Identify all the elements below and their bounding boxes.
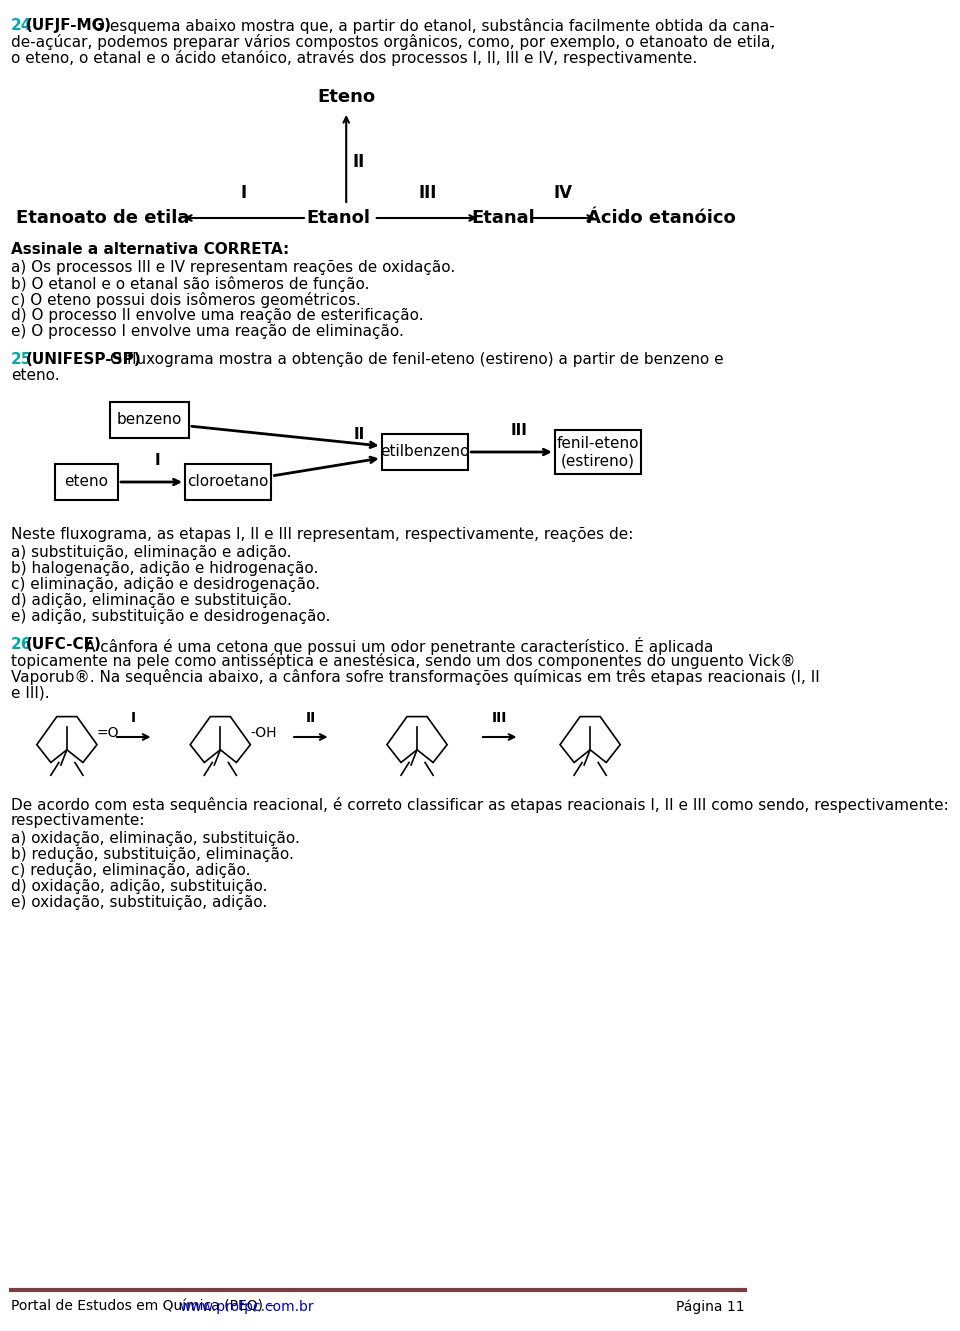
Text: III: III: [419, 184, 437, 202]
Text: fenil-eteno
(estireno): fenil-eteno (estireno): [557, 435, 639, 469]
Text: Eteno: Eteno: [317, 88, 375, 106]
Text: (UNIFESP-SP): (UNIFESP-SP): [26, 351, 141, 367]
FancyBboxPatch shape: [185, 465, 272, 500]
Text: Ácido etanóico: Ácido etanóico: [587, 209, 735, 228]
Text: e III).: e III).: [11, 685, 50, 700]
FancyBboxPatch shape: [55, 465, 118, 500]
Text: I: I: [155, 453, 160, 469]
Text: respectivamente:: respectivamente:: [11, 813, 146, 828]
Text: I: I: [132, 711, 136, 725]
Text: a) substituição, eliminação e adição.: a) substituição, eliminação e adição.: [11, 544, 292, 560]
Text: De acordo com esta sequência reacional, é correto classificar as etapas reaciona: De acordo com esta sequência reacional, …: [11, 797, 948, 813]
Text: e) adição, substituição e desidrogenação.: e) adição, substituição e desidrogenação…: [11, 610, 330, 624]
Text: Página 11: Página 11: [676, 1300, 744, 1315]
Text: eteno.: eteno.: [11, 367, 60, 383]
Text: o eteno, o etanal e o ácido etanóico, através dos processos I, II, III e IV, res: o eteno, o etanal e o ácido etanóico, at…: [11, 51, 697, 67]
Text: -OH: -OH: [251, 725, 276, 740]
Text: eteno: eteno: [64, 474, 108, 490]
Text: topicamente na pele como antisséptica e anestésica, sendo um dos componentes do : topicamente na pele como antisséptica e …: [11, 654, 796, 669]
Text: I: I: [241, 184, 247, 202]
Text: II: II: [352, 153, 365, 170]
Text: =O: =O: [97, 725, 119, 740]
Text: c) eliminação, adição e desidrogenação.: c) eliminação, adição e desidrogenação.: [11, 578, 320, 592]
Text: e) O processo I envolve uma reação de eliminação.: e) O processo I envolve uma reação de el…: [11, 323, 404, 339]
Text: (UFJF-MG): (UFJF-MG): [26, 19, 112, 33]
Text: (UFC-CE): (UFC-CE): [26, 638, 102, 652]
Text: benzeno: benzeno: [117, 413, 182, 427]
Text: II: II: [354, 427, 365, 442]
Text: etilbenzeno: etilbenzeno: [380, 445, 469, 459]
Text: d) O processo II envolve uma reação de esterificação.: d) O processo II envolve uma reação de e…: [11, 307, 423, 323]
FancyBboxPatch shape: [110, 402, 189, 438]
Text: Neste fluxograma, as etapas I, II e III representam, respectivamente, reações de: Neste fluxograma, as etapas I, II e III …: [11, 527, 634, 542]
FancyBboxPatch shape: [555, 430, 641, 474]
Text: a) oxidação, eliminação, substituição.: a) oxidação, eliminação, substituição.: [11, 831, 300, 847]
Text: b) redução, substituição, eliminação.: b) redução, substituição, eliminação.: [11, 847, 294, 862]
Text: c) O eteno possui dois isômeros geométricos.: c) O eteno possui dois isômeros geométri…: [11, 291, 361, 307]
FancyBboxPatch shape: [382, 434, 468, 470]
Text: O esquema abaixo mostra que, a partir do etanol, substância facilmente obtida da: O esquema abaixo mostra que, a partir do…: [93, 19, 775, 35]
Text: IV: IV: [554, 184, 573, 202]
Text: c) redução, eliminação, adição.: c) redução, eliminação, adição.: [11, 862, 251, 878]
Text: d) adição, eliminação e substituição.: d) adição, eliminação e substituição.: [11, 594, 292, 608]
Text: a) Os processos III e IV representam reações de oxidação.: a) Os processos III e IV representam rea…: [11, 260, 455, 276]
Text: e) oxidação, substituição, adição.: e) oxidação, substituição, adição.: [11, 894, 267, 910]
Text: Portal de Estudos em Química (PEQ) –: Portal de Estudos em Química (PEQ) –: [11, 1300, 278, 1314]
Text: d) oxidação, adição, substituição.: d) oxidação, adição, substituição.: [11, 878, 268, 894]
Text: cloroetano: cloroetano: [187, 474, 269, 490]
Text: b) O etanol e o etanal são isômeros de função.: b) O etanol e o etanal são isômeros de f…: [11, 276, 370, 291]
Text: 25: 25: [11, 351, 33, 367]
Text: www.profpc.com.br: www.profpc.com.br: [180, 1300, 315, 1314]
Text: de-açúcar, podemos preparar vários compostos orgânicos, como, por exemplo, o eta: de-açúcar, podemos preparar vários compo…: [11, 35, 776, 51]
Text: Etanoato de etila: Etanoato de etila: [15, 209, 189, 228]
Text: 26: 26: [11, 638, 33, 652]
Text: Vaporub®. Na sequência abaixo, a cânfora sofre transformações químicas em três e: Vaporub®. Na sequência abaixo, a cânfora…: [11, 669, 820, 685]
Text: III: III: [511, 423, 528, 438]
Text: b) halogenação, adição e hidrogenação.: b) halogenação, adição e hidrogenação.: [11, 560, 319, 576]
Text: Assinale a alternativa CORRETA:: Assinale a alternativa CORRETA:: [11, 242, 289, 257]
Text: II: II: [305, 711, 316, 725]
Text: Etanol: Etanol: [306, 209, 371, 228]
Text: A cânfora é uma cetona que possui um odor penetrante característico. É aplicada: A cânfora é uma cetona que possui um odo…: [85, 638, 713, 655]
Text: Etanal: Etanal: [471, 209, 536, 228]
Text: O fluxograma mostra a obtenção de fenil-eteno (estireno) a partir de benzeno e: O fluxograma mostra a obtenção de fenil-…: [110, 351, 724, 367]
Text: III: III: [492, 711, 507, 725]
Text: 24: 24: [11, 19, 33, 33]
